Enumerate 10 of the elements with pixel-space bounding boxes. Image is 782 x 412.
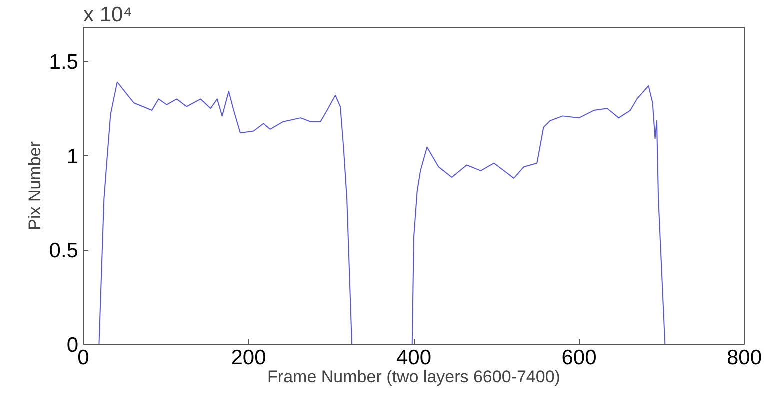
y-tick-label: 1.5 [49,50,79,74]
x-axis-title: Frame Number (two layers 6600-7400) [268,368,560,386]
x-tick-label: 600 [562,346,597,370]
x-tick-label: 400 [396,346,432,370]
text: x 10⁴ [84,4,132,26]
x-tick-label: 200 [231,346,266,370]
x-tick-label: 800 [726,346,762,370]
y-tick-label: 1 [66,145,79,168]
y-tick-label: 0.5 [49,240,79,263]
y-axis-title: Pix Number [25,141,44,230]
